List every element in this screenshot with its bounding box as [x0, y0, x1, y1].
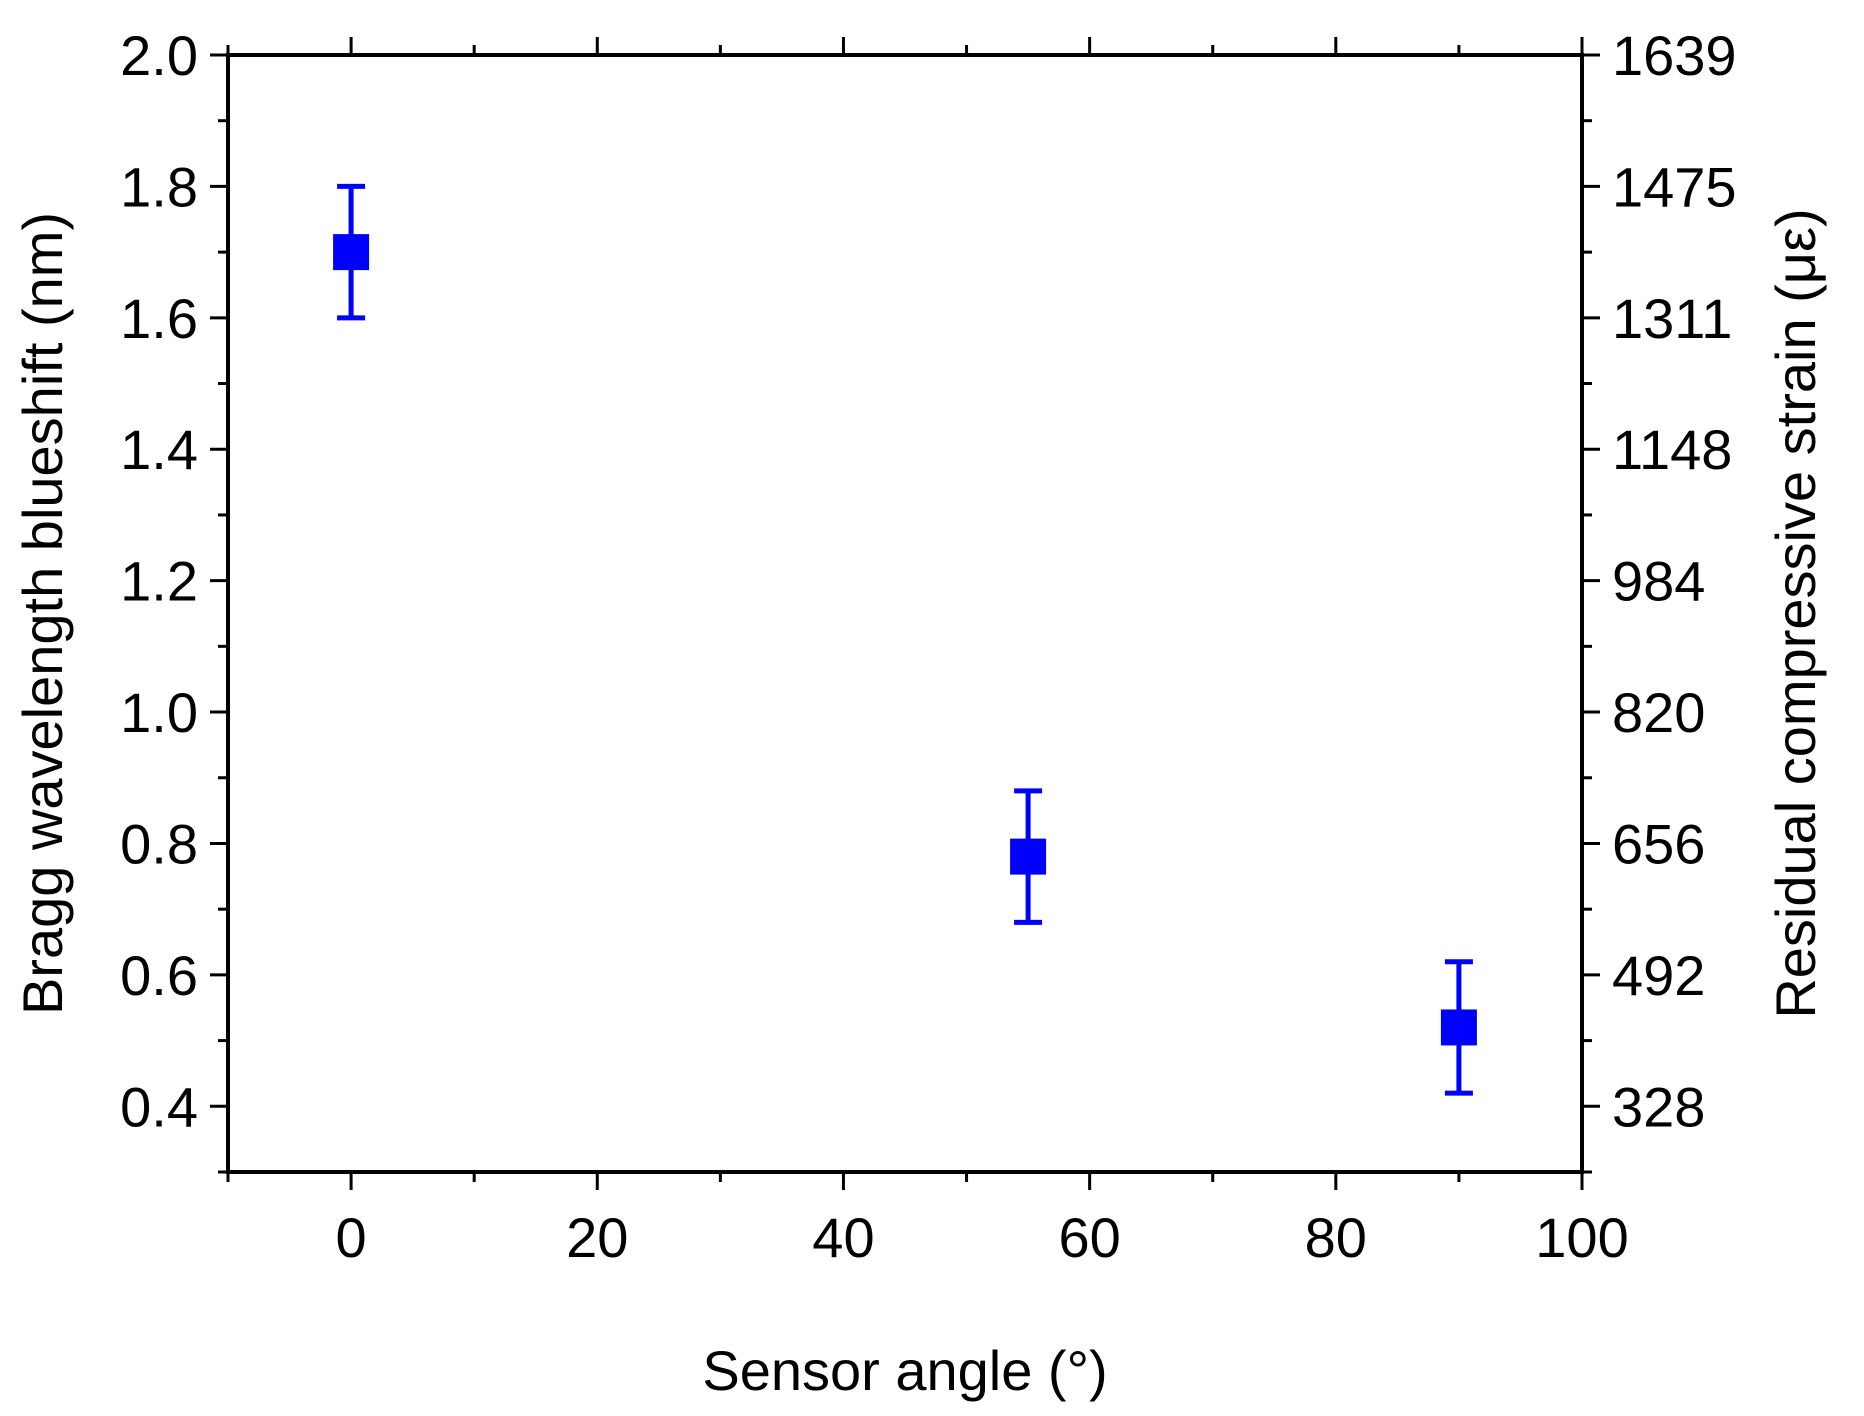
- y2-tick-label: 656: [1612, 812, 1705, 875]
- y-tick-label: 0.6: [120, 944, 198, 1007]
- x-tick-label: 40: [812, 1206, 874, 1269]
- y2-tick-label: 984: [1612, 550, 1705, 613]
- data-points: [333, 183, 1477, 1096]
- plot-frame: [226, 53, 1584, 1174]
- y2-tick-label: 328: [1612, 1075, 1705, 1138]
- y-tick-label: 0.8: [120, 812, 198, 875]
- y-tick-label: 1.2: [120, 550, 198, 613]
- y-tick-label: 1.0: [120, 681, 198, 744]
- square-marker: [333, 234, 370, 271]
- x-axis-title: Sensor angle (°): [702, 1339, 1107, 1402]
- y-tick-label: 1.4: [120, 418, 198, 481]
- x-tick-label: 80: [1305, 1206, 1367, 1269]
- plot-axes: 0 20 40 60 80 100 0.4 0.6 0.8 1.0 1.2 1.4 1.6 1.8 2.0 3…: [120, 24, 1736, 1269]
- x-tick-label: 20: [566, 1206, 628, 1269]
- data-point: [1010, 788, 1047, 925]
- y2-tick-label: 1148: [1612, 418, 1732, 481]
- y-tick-label: 1.8: [120, 155, 198, 218]
- y2-tick-label: 1311: [1612, 287, 1732, 350]
- data-point: [333, 183, 370, 321]
- data-point: [1440, 959, 1477, 1096]
- square-marker: [1440, 1009, 1477, 1046]
- y-tick-label: 1.6: [120, 287, 198, 350]
- y-tick-label: 0.4: [120, 1075, 198, 1138]
- x-tick-label: 100: [1535, 1206, 1628, 1269]
- y-axis-title: Bragg wavelength blueshift (nm): [11, 212, 74, 1015]
- square-marker: [1010, 838, 1047, 875]
- y2-axis-title: Residual compressive strain (με): [1764, 208, 1827, 1018]
- x-tick-label: 60: [1058, 1206, 1120, 1269]
- y-tick-label: 2.0: [120, 24, 198, 87]
- y2-tick-label: 820: [1612, 681, 1705, 744]
- y2-tick-label: 1639: [1612, 24, 1737, 87]
- x-tick-label: 0: [336, 1206, 367, 1269]
- y2-tick-label: 492: [1612, 944, 1705, 1007]
- y2-tick-label: 1475: [1612, 155, 1737, 218]
